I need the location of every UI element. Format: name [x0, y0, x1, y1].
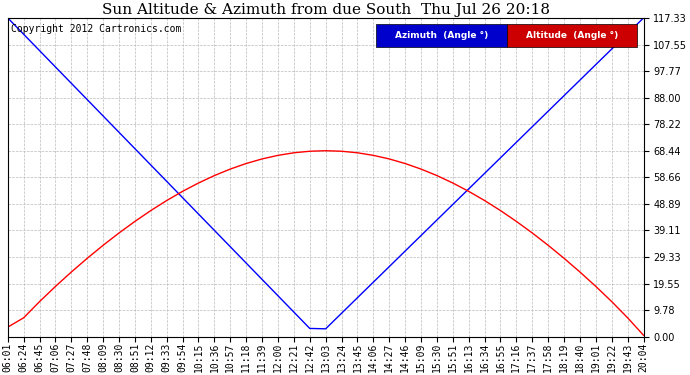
Text: Azimuth  (Angle °): Azimuth (Angle °) — [395, 31, 489, 40]
Text: Altitude  (Angle °): Altitude (Angle °) — [526, 31, 618, 40]
FancyBboxPatch shape — [377, 24, 507, 46]
Title: Sun Altitude & Azimuth from due South  Thu Jul 26 20:18: Sun Altitude & Azimuth from due South Th… — [101, 3, 550, 17]
Text: Copyright 2012 Cartronics.com: Copyright 2012 Cartronics.com — [11, 24, 181, 34]
FancyBboxPatch shape — [507, 24, 637, 46]
